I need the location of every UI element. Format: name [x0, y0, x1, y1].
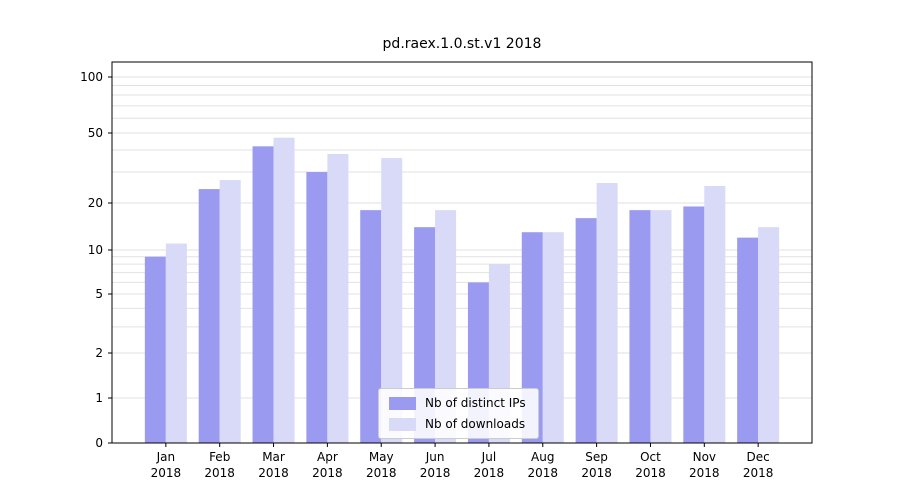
x-tick-label-month: Nov [693, 450, 716, 464]
bar-downloads-sep [596, 182, 618, 443]
x-tick-label-month: Jul [481, 450, 496, 464]
x-tick-label-month: Jan [156, 450, 176, 464]
bar-downloads-dec [758, 227, 780, 443]
x-tick-label-month: Dec [747, 450, 770, 464]
legend-item-distinct-ips: Nb of distinct IPs [389, 396, 526, 410]
bar-distinct-ips-mar [252, 146, 274, 444]
x-tick-label-year: 2018 [689, 466, 720, 480]
bar-downloads-aug [542, 232, 564, 443]
bar-downloads-may [381, 158, 403, 443]
y-tick-label: 100 [80, 70, 103, 84]
x-tick-label-year: 2018 [743, 466, 774, 480]
x-tick-label-month: Apr [317, 450, 338, 464]
x-tick-label-month: Oct [640, 450, 661, 464]
x-tick-label-year: 2018 [635, 466, 666, 480]
plot-border [111, 61, 813, 444]
x-tick-label-year: 2018 [420, 466, 451, 480]
x-tick-label-month: Mar [262, 450, 285, 464]
legend-swatch-distinct-ips [389, 396, 416, 410]
y-tick-label: 1 [95, 391, 103, 405]
x-tick-label-year: 2018 [204, 466, 235, 480]
bar-distinct-ips-apr [306, 172, 328, 443]
bar-distinct-ips-oct [629, 210, 651, 443]
legend-label-distinct-ips: Nb of distinct IPs [425, 396, 526, 410]
legend-label-downloads: Nb of downloads [425, 417, 526, 431]
y-tick-label: 20 [88, 196, 103, 210]
y-tick-label: 5 [95, 287, 103, 301]
x-tick-label-year: 2018 [527, 466, 558, 480]
y-tick-label: 0 [95, 436, 103, 450]
bar-distinct-ips-nov [683, 206, 705, 443]
y-tick-label: 2 [95, 346, 103, 360]
legend-swatch-downloads [389, 417, 416, 431]
y-tick-label: 50 [88, 126, 103, 140]
bar-distinct-ips-dec [737, 237, 759, 443]
x-tick-label-month: Jun [425, 450, 445, 464]
x-tick-label-year: 2018 [366, 466, 397, 480]
x-tick-label-month: Aug [531, 450, 554, 464]
x-tick-label-year: 2018 [258, 466, 289, 480]
legend-item-downloads: Nb of downloads [389, 417, 526, 431]
bar-distinct-ips-feb [198, 189, 220, 443]
bar-downloads-jan [165, 243, 187, 443]
bar-downloads-mar [273, 137, 295, 443]
x-tick-label-year: 2018 [581, 466, 612, 480]
bar-downloads-nov [704, 185, 726, 444]
x-tick-label-year: 2018 [312, 466, 343, 480]
x-tick-label-month: Sep [585, 450, 608, 464]
x-tick-label-year: 2018 [151, 466, 182, 480]
bar-downloads-oct [650, 210, 672, 443]
bar-distinct-ips-may [360, 210, 382, 443]
x-tick-label-year: 2018 [474, 466, 505, 480]
legend: Nb of distinct IPs Nb of downloads [378, 388, 539, 439]
chart-title: pd.raex.1.0.st.v1 2018 [382, 36, 542, 52]
bar-distinct-ips-sep [575, 218, 597, 443]
bar-downloads-feb [219, 180, 241, 443]
bar-downloads-apr [327, 153, 349, 444]
y-tick-label: 10 [88, 243, 103, 257]
bar-downloads-jun [435, 210, 457, 443]
bar-distinct-ips-jan [144, 256, 166, 443]
x-tick-label-month: Feb [209, 450, 230, 464]
x-tick-label-month: May [369, 450, 394, 464]
